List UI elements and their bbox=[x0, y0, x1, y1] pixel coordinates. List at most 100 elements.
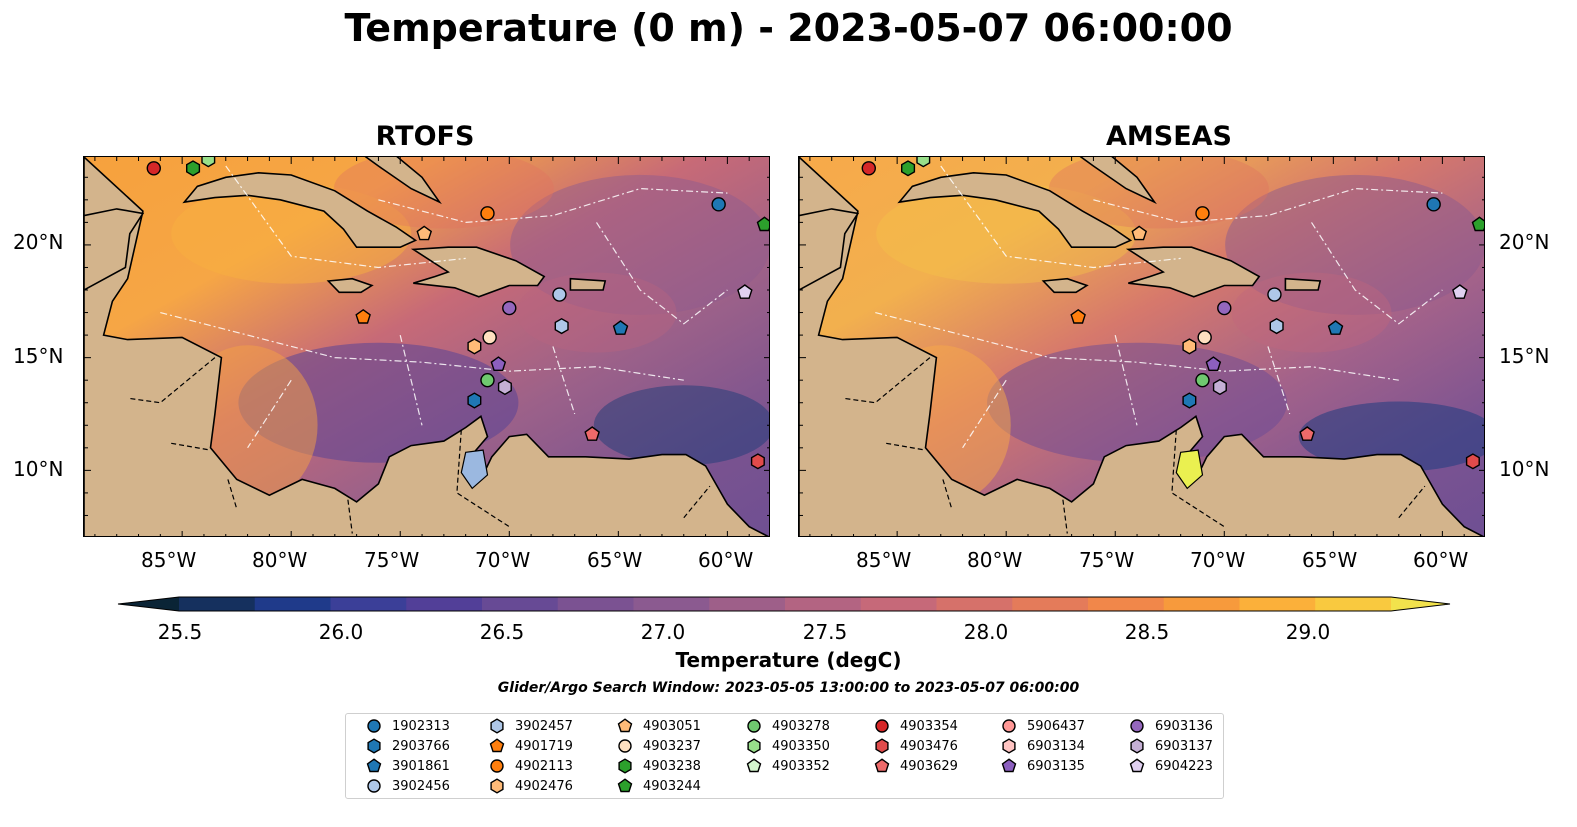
legend-label: 4903352 bbox=[772, 758, 830, 774]
legend-item-6903134: 6903134 bbox=[1001, 738, 1085, 754]
legend-label: 3901861 bbox=[392, 758, 450, 774]
circle-marker-icon bbox=[1002, 719, 1016, 733]
legend-label: 6903136 bbox=[1155, 718, 1213, 734]
colorbar-segment bbox=[1012, 597, 1089, 611]
legend-label: 4903278 bbox=[772, 718, 830, 734]
country-border bbox=[942, 479, 953, 509]
legend-label: 4903476 bbox=[900, 738, 958, 754]
legend-label: 4903051 bbox=[643, 718, 701, 734]
eez-boundary bbox=[875, 312, 1399, 381]
hexagon-marker-icon bbox=[367, 738, 381, 754]
colorbar-extend-low bbox=[118, 597, 179, 611]
legend-item-6903137: 6903137 bbox=[1129, 738, 1213, 754]
hexagon-marker-icon bbox=[490, 778, 504, 794]
eez-boundary bbox=[1310, 222, 1443, 325]
landmass-central bbox=[799, 157, 1484, 536]
lat-tick-label: 20°N bbox=[13, 230, 64, 254]
legend-item-3902457: 3902457 bbox=[489, 718, 573, 734]
float-marker-4903237 bbox=[482, 330, 497, 345]
float-marker-1902313 bbox=[711, 197, 726, 212]
circle-marker-icon bbox=[747, 719, 761, 733]
colorbar-segment bbox=[254, 597, 331, 611]
eez-boundary bbox=[378, 187, 728, 224]
lat-tick-label: 15°N bbox=[13, 344, 64, 368]
hexagon-marker-icon bbox=[490, 718, 504, 734]
legend-item-3902456: 3902456 bbox=[366, 778, 450, 794]
eez-boundary bbox=[160, 312, 684, 381]
float-marker-4903051 bbox=[416, 225, 433, 241]
map-panel-rtofs bbox=[83, 156, 770, 537]
colorbar bbox=[117, 596, 1451, 612]
lon-tick-label: 65°W bbox=[1302, 548, 1358, 572]
pentagon-marker-icon bbox=[617, 718, 633, 733]
legend-item-4903354: 4903354 bbox=[874, 718, 958, 734]
landmass-yucatan_n bbox=[799, 208, 860, 291]
float-marker-4903354 bbox=[861, 161, 876, 176]
amseas-map-svg bbox=[799, 157, 1484, 536]
country-border bbox=[127, 357, 216, 404]
landmass-puertorico bbox=[1284, 277, 1322, 291]
temperature-anomaly bbox=[1048, 157, 1269, 229]
legend-label: 4903237 bbox=[643, 738, 701, 754]
eez-boundary bbox=[1114, 334, 1138, 426]
legend-item-4902113: 4902113 bbox=[489, 758, 573, 774]
colorbar-label: Temperature (degC) bbox=[675, 648, 902, 672]
lon-tick-label: 75°W bbox=[1079, 548, 1135, 572]
legend-item-2903766: 2903766 bbox=[366, 738, 450, 754]
temperature-anomaly bbox=[593, 385, 769, 466]
country-border bbox=[1398, 485, 1426, 519]
legend-label: 4903238 bbox=[643, 758, 701, 774]
landmass-cuba bbox=[897, 171, 1133, 248]
colorbar-tick-label: 26.5 bbox=[479, 620, 525, 644]
legend-item-4902476: 4902476 bbox=[489, 778, 573, 794]
legend-label: 2903766 bbox=[392, 738, 450, 754]
legend-label: 4902113 bbox=[515, 758, 573, 774]
legend-item-4903278: 4903278 bbox=[746, 718, 830, 734]
lake-maracaibo bbox=[1175, 449, 1204, 490]
lat-tick-label: 15°N bbox=[1499, 344, 1550, 368]
float-marker-6903137 bbox=[1212, 378, 1227, 396]
lon-tick-label: 70°W bbox=[475, 548, 531, 572]
circle-marker-icon bbox=[1130, 719, 1144, 733]
colorbar-tick-label: 29.0 bbox=[1285, 620, 1331, 644]
float-marker-6903135 bbox=[1205, 356, 1222, 372]
legend-label: 6903134 bbox=[1027, 738, 1085, 754]
float-marker-4903476 bbox=[1465, 453, 1480, 470]
lat-tick-label: 20°N bbox=[1499, 230, 1550, 254]
float-marker-6904223 bbox=[737, 284, 753, 299]
lake-maracaibo bbox=[460, 449, 489, 490]
hexagon-marker-icon bbox=[1130, 738, 1144, 754]
float-marker-2903766 bbox=[1182, 392, 1197, 409]
landmass-central bbox=[84, 157, 769, 536]
map-panel-amseas bbox=[798, 156, 1485, 537]
circle-marker-icon bbox=[367, 719, 381, 733]
legend-item-6903136: 6903136 bbox=[1129, 718, 1213, 734]
float-marker-4901719 bbox=[1070, 308, 1086, 324]
legend-label: 6904223 bbox=[1155, 758, 1213, 774]
legend-label: 4903244 bbox=[643, 778, 701, 794]
colorbar-segment bbox=[1315, 597, 1392, 611]
pentagon-marker-icon bbox=[489, 738, 505, 753]
lon-tick-label: 85°W bbox=[856, 548, 912, 572]
lon-tick-label: 85°W bbox=[141, 548, 197, 572]
landmass-hispaniola bbox=[410, 246, 546, 298]
eez-boundary bbox=[962, 379, 1007, 449]
float-marker-4903629 bbox=[584, 426, 600, 441]
float-marker-3901861 bbox=[1327, 320, 1344, 335]
colorbar-segment bbox=[936, 597, 1013, 611]
float-marker-6903136 bbox=[502, 300, 517, 316]
colorbar-tick-label: 27.5 bbox=[802, 620, 848, 644]
colorbar-segment bbox=[330, 597, 407, 611]
colorbar-tick-label: 25.5 bbox=[157, 620, 203, 644]
eez-boundary bbox=[1267, 346, 1291, 415]
float-marker-6903135 bbox=[490, 356, 507, 372]
landmass-puertorico bbox=[569, 277, 607, 291]
pentagon-marker-icon bbox=[1129, 758, 1145, 773]
lon-tick-label: 65°W bbox=[587, 548, 643, 572]
colorbar-segment bbox=[860, 597, 937, 611]
float-marker-3902456 bbox=[552, 287, 567, 302]
legend-label: 3902456 bbox=[392, 778, 450, 794]
float-marker-4902476 bbox=[467, 338, 482, 355]
legend-item-6903135: 6903135 bbox=[1001, 758, 1085, 774]
legend-item-5906437: 5906437 bbox=[1001, 718, 1085, 734]
